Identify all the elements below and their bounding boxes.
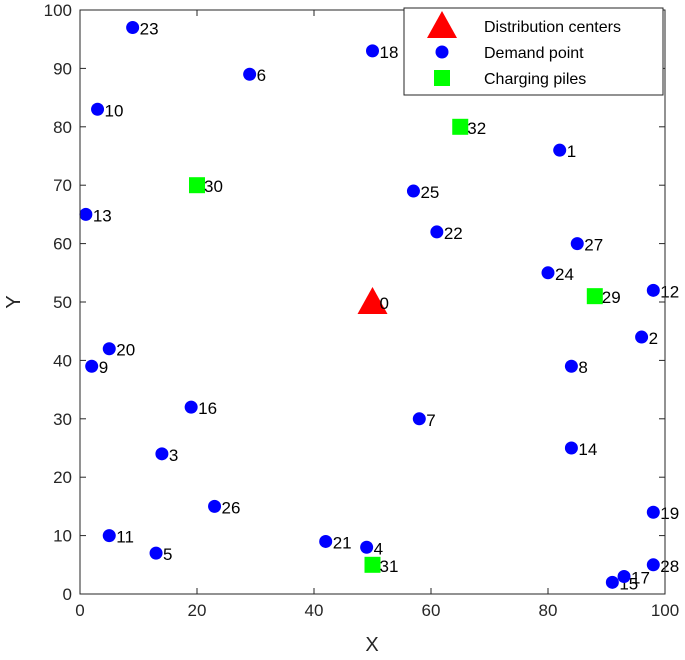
marker-circle-24 bbox=[541, 266, 555, 280]
marker-circle-22 bbox=[430, 225, 444, 239]
point-label-13: 13 bbox=[93, 206, 112, 225]
marker-circle-6 bbox=[243, 67, 257, 81]
marker-square-31 bbox=[364, 556, 381, 573]
y-tick-label: 70 bbox=[53, 176, 72, 195]
y-tick-label: 60 bbox=[53, 235, 72, 254]
marker-circle-5 bbox=[149, 546, 163, 560]
marker-circle-2 bbox=[635, 330, 649, 344]
point-label-18: 18 bbox=[380, 43, 399, 62]
point-label-11: 11 bbox=[116, 528, 134, 547]
marker-circle-20 bbox=[102, 342, 116, 356]
point-label-16: 16 bbox=[198, 399, 217, 418]
marker-square-30 bbox=[189, 177, 205, 194]
marker-circle-16 bbox=[184, 400, 198, 414]
y-tick-label: 90 bbox=[53, 59, 72, 78]
marker-circle-4 bbox=[360, 540, 374, 554]
legend-marker-circle bbox=[435, 45, 449, 59]
point-label-27: 27 bbox=[584, 236, 603, 255]
point-label-7: 7 bbox=[426, 411, 435, 430]
legend-marker-triangle bbox=[427, 11, 457, 38]
point-label-17: 17 bbox=[631, 568, 650, 587]
legend: Distribution centers Demand point Charging… bbox=[403, 7, 664, 96]
point-label-32: 32 bbox=[467, 119, 486, 138]
point-label-19: 19 bbox=[660, 504, 679, 523]
point-label-28: 28 bbox=[660, 557, 679, 576]
marker-circle-11 bbox=[102, 529, 116, 543]
point-label-9: 9 bbox=[99, 358, 108, 377]
marker-circle-15 bbox=[605, 575, 619, 589]
y-tick-label: 20 bbox=[53, 468, 72, 487]
marker-square-29 bbox=[586, 288, 603, 305]
marker-circle-1 bbox=[553, 143, 567, 157]
point-label-5: 5 bbox=[163, 545, 172, 564]
point-label-6: 6 bbox=[257, 66, 266, 85]
legend-label: Demand point bbox=[484, 45, 584, 62]
y-tick-label: 80 bbox=[53, 118, 72, 137]
marker-circle-9 bbox=[85, 359, 99, 373]
x-tick-label: 100 bbox=[651, 601, 679, 620]
marker-circle-3 bbox=[155, 447, 169, 461]
marker-circle-19 bbox=[646, 505, 660, 519]
legend-label: Distribution centers bbox=[484, 19, 621, 36]
marker-circle-25 bbox=[406, 184, 420, 198]
y-tick-label: 10 bbox=[53, 527, 72, 546]
x-tick-label: 40 bbox=[305, 601, 324, 620]
y-tick-label: 0 bbox=[63, 585, 72, 604]
x-tick-label: 60 bbox=[422, 601, 441, 620]
marker-circle-10 bbox=[91, 102, 105, 116]
marker-triangle-0 bbox=[357, 287, 388, 314]
marker-circle-28 bbox=[646, 558, 660, 572]
marker-circle-12 bbox=[646, 283, 660, 297]
y-tick-label: 50 bbox=[53, 293, 72, 312]
point-label-3: 3 bbox=[169, 446, 178, 465]
point-label-30: 30 bbox=[204, 177, 223, 196]
y-axis-title: Y bbox=[3, 295, 25, 308]
x-axis-title: X bbox=[365, 634, 378, 656]
point-label-26: 26 bbox=[222, 498, 241, 517]
point-label-24: 24 bbox=[555, 265, 574, 284]
marker-circle-13 bbox=[79, 207, 93, 221]
point-label-10: 10 bbox=[105, 101, 124, 120]
point-label-8: 8 bbox=[578, 358, 587, 377]
x-tick-label: 20 bbox=[188, 601, 207, 620]
x-tick-label: 80 bbox=[539, 601, 558, 620]
data-points: 0123456789101112131415161718192021222324… bbox=[79, 20, 679, 593]
point-label-14: 14 bbox=[578, 440, 597, 459]
point-label-0: 0 bbox=[380, 294, 389, 313]
marker-circle-23 bbox=[126, 21, 140, 35]
plot-frame bbox=[79, 9, 666, 595]
marker-circle-17 bbox=[617, 569, 631, 583]
point-label-25: 25 bbox=[420, 183, 439, 202]
marker-circle-27 bbox=[570, 237, 584, 251]
point-label-31: 31 bbox=[380, 557, 399, 576]
point-label-23: 23 bbox=[140, 20, 159, 39]
legend-label: Charging piles bbox=[484, 71, 586, 88]
legend-marker-square bbox=[434, 70, 450, 86]
marker-square-32 bbox=[452, 118, 469, 135]
point-label-29: 29 bbox=[602, 288, 621, 307]
point-label-22: 22 bbox=[444, 224, 463, 243]
marker-circle-26 bbox=[208, 499, 222, 513]
y-tick-label: 30 bbox=[53, 410, 72, 429]
marker-circle-7 bbox=[412, 412, 426, 426]
marker-circle-21 bbox=[319, 534, 333, 548]
y-tick-label: 40 bbox=[53, 351, 72, 370]
point-label-12: 12 bbox=[660, 282, 679, 301]
marker-circle-8 bbox=[564, 359, 578, 373]
x-tick-label: 0 bbox=[75, 601, 84, 620]
point-label-4: 4 bbox=[374, 539, 383, 558]
point-label-20: 20 bbox=[116, 341, 135, 360]
marker-circle-14 bbox=[564, 441, 578, 455]
point-label-1: 1 bbox=[567, 142, 576, 161]
marker-circle-18 bbox=[366, 44, 379, 58]
point-label-21: 21 bbox=[333, 533, 352, 552]
y-tick-label: 100 bbox=[44, 1, 72, 20]
point-label-2: 2 bbox=[649, 329, 658, 348]
